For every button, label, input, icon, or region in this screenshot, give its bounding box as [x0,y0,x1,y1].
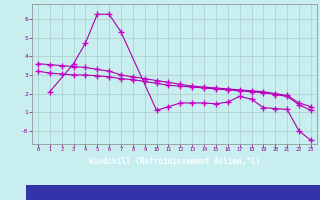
X-axis label: Windchill (Refroidissement éolien,°C): Windchill (Refroidissement éolien,°C) [89,157,260,166]
FancyBboxPatch shape [26,185,320,200]
